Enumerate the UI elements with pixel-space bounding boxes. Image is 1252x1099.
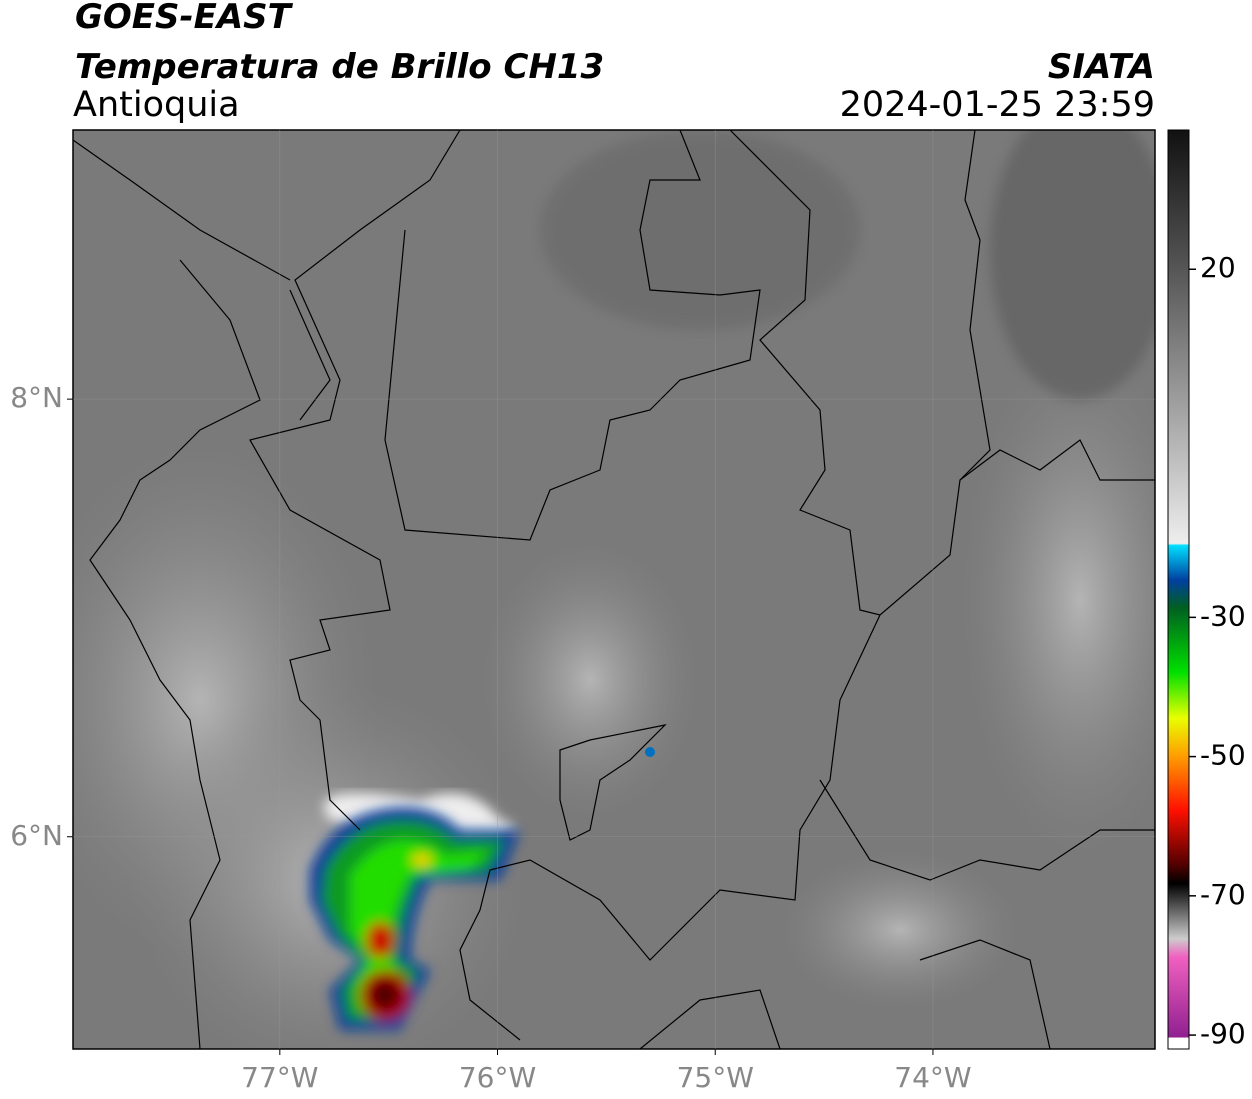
y-tick-label: 8°N (10, 381, 63, 414)
colorbar-tick-label: 20 (1200, 251, 1236, 284)
x-tick-label: 75°W (677, 1061, 754, 1094)
map-imagery (73, 130, 1155, 1049)
x-tick-label: 74°W (894, 1061, 971, 1094)
colorbar-tick-label: -90 (1200, 1017, 1246, 1050)
map-frame (72, 129, 1156, 1050)
x-tick-label: 77°W (241, 1061, 318, 1094)
colorbar-tick-label: -30 (1200, 599, 1246, 632)
subtitle: Temperatura de Brillo CH13 (75, 47, 604, 87)
agency: SIATA (1048, 47, 1155, 87)
datetime: 2024-01-25 23:59 (840, 85, 1155, 125)
colorbar-tick-label: -70 (1200, 878, 1246, 911)
y-tick-label: 6°N (10, 819, 63, 852)
colorbar-tick-label: -50 (1200, 739, 1246, 772)
x-tick-label: 76°W (459, 1061, 536, 1094)
region: Antioquia (73, 85, 240, 125)
title: GOES-EAST (75, 0, 294, 37)
colorbar (1167, 129, 1190, 1050)
